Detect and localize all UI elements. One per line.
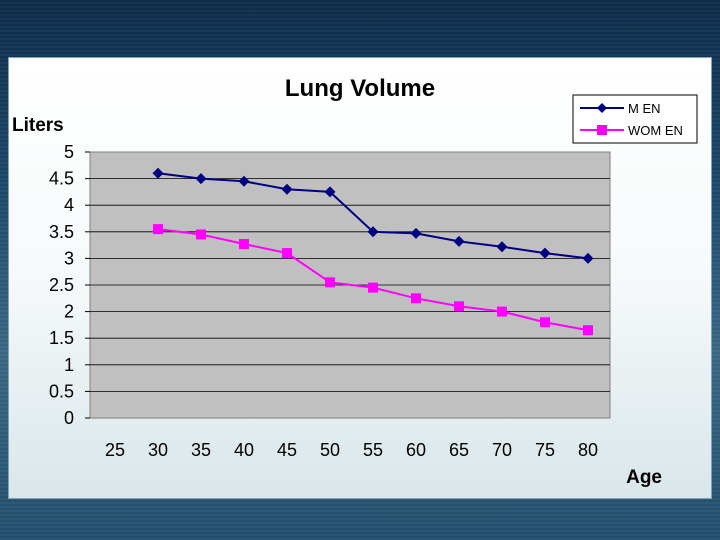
y-tick-label: 3 [64,248,74,268]
data-point-women [454,301,464,312]
data-point-men [539,247,551,259]
y-tick-label: 4.5 [49,169,74,189]
legend-marker [597,125,607,135]
y-axis-title: Liters [12,115,64,136]
data-point-women [325,277,335,288]
y-tick-label: 0.5 [49,381,74,401]
x-tick-label: 70 [492,440,512,460]
y-tick-label: 3.5 [49,222,74,242]
data-point-men [367,226,379,238]
x-tick-label: 45 [277,440,297,460]
data-point-men [582,252,594,264]
data-point-men [410,227,422,239]
x-tick-label: 50 [320,440,340,460]
legend-label: WOM EN [628,123,683,138]
y-tick-label: 2.5 [49,275,74,295]
data-point-men [496,241,508,253]
data-point-men [281,183,293,195]
x-tick-label: 75 [535,440,555,460]
data-point-women [583,325,593,336]
data-point-women [282,248,292,259]
x-tick-label: 40 [234,440,254,460]
data-point-men [238,175,250,187]
y-tick-label: 2 [64,302,74,322]
data-point-men [324,186,336,198]
data-point-women [368,282,378,293]
y-tick-label: 4 [64,195,74,215]
data-point-women [239,239,249,250]
x-tick-label: 35 [191,440,211,460]
y-tick-label: 0 [64,408,74,428]
data-point-women [153,224,163,235]
x-tick-label: 25 [105,440,125,460]
x-tick-label: 30 [148,440,168,460]
legend-label: M EN [628,101,661,116]
x-tick-label: 80 [578,440,598,460]
data-point-men [453,235,465,247]
data-point-women [411,293,421,304]
x-tick-label: 65 [449,440,469,460]
x-tick-label: 55 [363,440,383,460]
y-tick-label: 1.5 [49,328,74,348]
data-point-men [195,173,207,185]
data-point-women [497,306,507,317]
y-tick-label: 1 [64,355,74,375]
legend-box [572,94,698,144]
legend-marker [597,103,607,113]
chart-title: Lung Volume [285,75,435,102]
data-point-women [540,317,550,328]
data-point-women [196,229,206,240]
x-axis-title: Age [626,467,662,488]
x-tick-label: 60 [406,440,426,460]
y-tick-label: 5 [64,142,74,162]
data-point-men [152,167,164,179]
